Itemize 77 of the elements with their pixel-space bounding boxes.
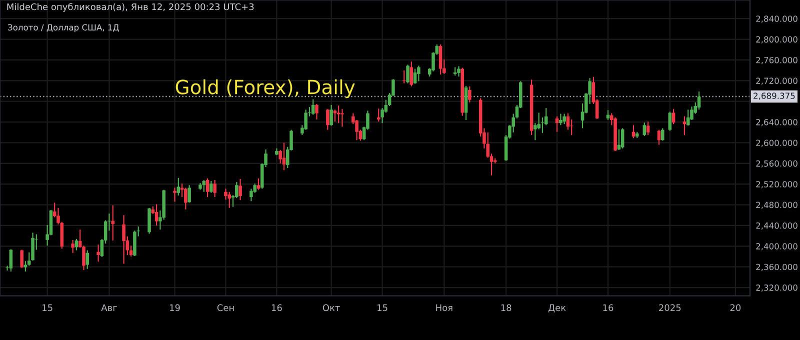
y-tick-label: 2,720.000 (756, 78, 798, 85)
candlestick (122, 214, 126, 264)
candlestick (413, 68, 417, 84)
candlestick (333, 109, 337, 122)
candlestick (176, 177, 180, 196)
candlestick (672, 108, 676, 125)
candlestick (86, 250, 90, 270)
candlestick (410, 60, 414, 87)
y-tick-label: 2,320.000 (756, 284, 798, 292)
candlestick (154, 204, 158, 226)
candlestick (71, 239, 74, 254)
y-tick-label: 2,480.000 (756, 202, 798, 209)
candlestick (133, 230, 136, 257)
x-tick-label: Авг (101, 304, 117, 311)
candlestick (228, 191, 232, 208)
candlestick (173, 187, 176, 202)
x-tick-label: 18 (501, 304, 512, 312)
candlestick (282, 142, 286, 171)
candlestick (206, 178, 210, 198)
candlestick (406, 64, 410, 84)
candlestick (184, 187, 188, 210)
candlestick (668, 111, 672, 132)
candlestick (315, 103, 318, 120)
x-tick-label: 20 (730, 304, 741, 312)
y-tick-label: 2,760.000 (756, 56, 798, 64)
candlestick (336, 104, 340, 124)
x-tick-label: Дек (548, 304, 566, 312)
text: Золото / Доллар США, 1Д (8, 24, 119, 32)
candlestick (330, 104, 333, 126)
y-tick-label: 2,600.000 (756, 140, 798, 147)
x-tick-label: 2025 (659, 304, 681, 312)
candlestick (340, 108, 344, 128)
candlestick (202, 179, 206, 192)
y-tick-label: 2,560.000 (756, 160, 798, 168)
candlestick (96, 244, 100, 262)
candlestick (148, 207, 151, 234)
candlestick (111, 204, 114, 242)
x-tick-label: 16 (603, 304, 614, 312)
candlestick (238, 178, 242, 201)
candlestick (20, 249, 24, 268)
y-tick-label: 2,800.000 (756, 36, 798, 44)
candlestick (468, 86, 472, 103)
candlestick (697, 90, 701, 110)
candlestick (326, 108, 330, 130)
candlestick (311, 98, 315, 116)
x-tick-label: 19 (170, 304, 180, 312)
annotation: MildeChe опубликовал(а), Янв 12, 2025 00:23 UTC+3 (7, 3, 254, 12)
candlestick (188, 184, 191, 204)
x-tick-label: Ноя (436, 304, 452, 312)
candlestick (646, 120, 650, 136)
y-tick-label: 2,440.000 (756, 222, 798, 230)
candlestick (256, 178, 260, 190)
candlestick (438, 44, 442, 76)
candlestick (642, 122, 646, 137)
candlestick (9, 248, 13, 272)
ref-line-label: 2,689.375 (754, 92, 795, 100)
candlestick (457, 66, 460, 78)
x-tick-label: Окт (322, 304, 340, 312)
y-tick-label: 2,400.000 (756, 243, 798, 250)
candlestick (562, 113, 566, 125)
candlestick (377, 108, 380, 122)
y-tick-label: 2,840.000 (756, 16, 798, 23)
candlestick (417, 65, 420, 82)
candlestick (402, 70, 406, 84)
y-tick-label: 2,360.000 (756, 264, 798, 271)
candlestick (210, 180, 213, 194)
x-tick-label: 16 (272, 304, 282, 312)
candlestick (559, 113, 562, 126)
x-tick-label: 15 (42, 304, 52, 312)
x-tick-label: Сен (217, 304, 234, 312)
candlestick (620, 128, 624, 149)
text: Gold (Forex), Daily (176, 79, 355, 98)
candlestick (213, 179, 216, 198)
candlestick (660, 128, 664, 142)
y-tick-label: 2,520.000 (756, 181, 798, 188)
y-tick-label: 2,640.000 (756, 119, 798, 126)
x-tick-label: 15 (378, 304, 388, 312)
